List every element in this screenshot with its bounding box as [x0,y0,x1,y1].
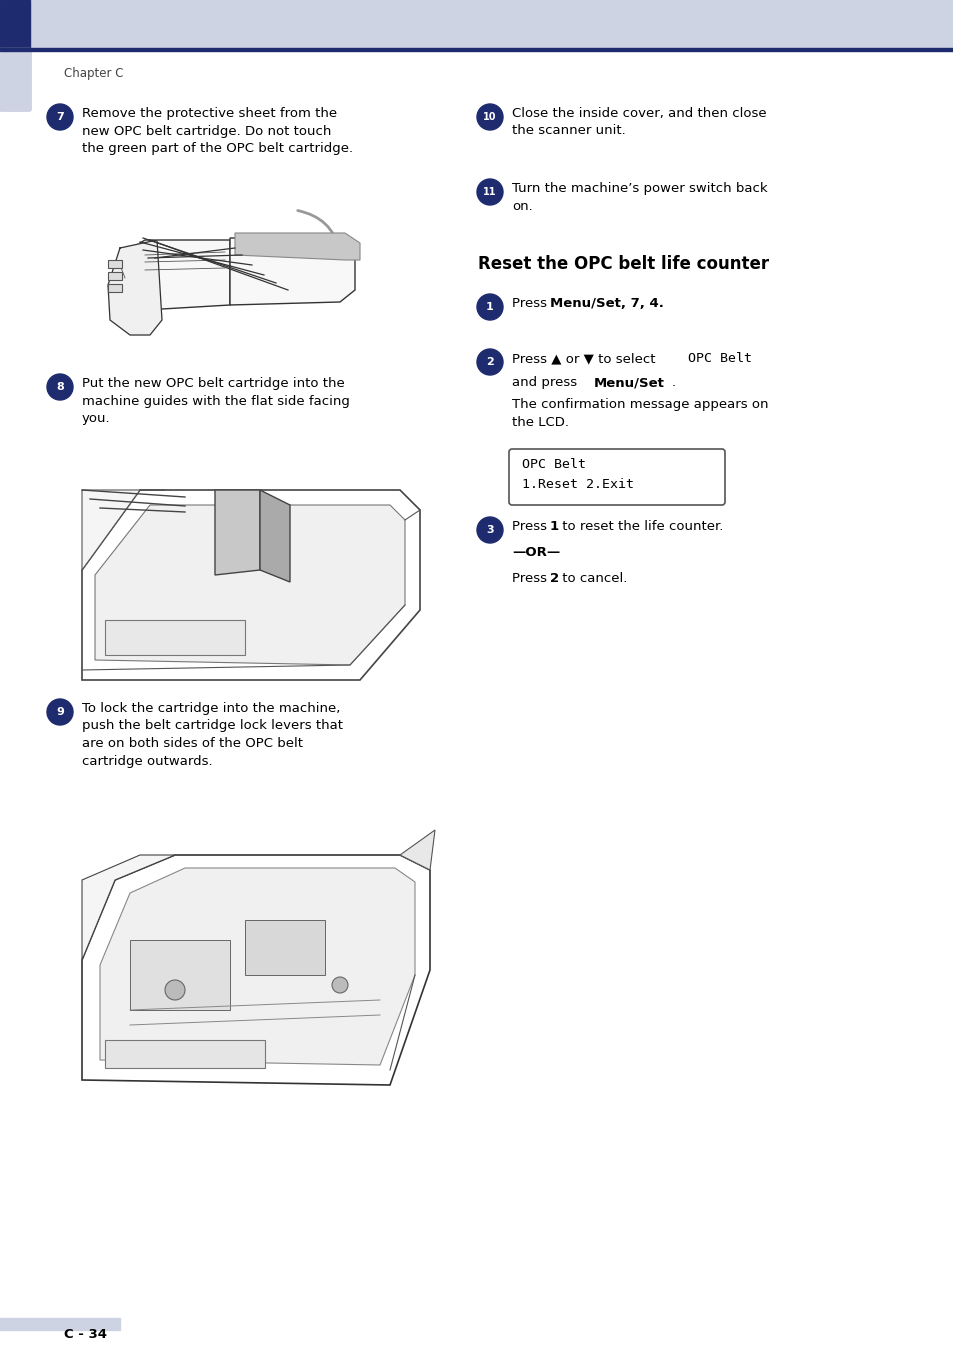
Polygon shape [230,239,355,305]
Circle shape [165,980,185,1000]
Text: to reset the life counter.: to reset the life counter. [558,520,722,532]
Text: 7: 7 [56,112,64,123]
Text: Menu/Set: Menu/Set [594,376,664,390]
Text: 8: 8 [56,381,64,392]
Bar [0,49,30,111]
Bar [0,0,953,49]
Text: Put the new OPC belt cartridge into the
machine guides with the flat side facing: Put the new OPC belt cartridge into the … [82,377,350,425]
Text: Press ▲ or ▼ to select: Press ▲ or ▼ to select [512,352,659,365]
Circle shape [47,104,73,129]
Text: Press: Press [512,297,551,310]
Polygon shape [214,491,260,576]
Text: Press: Press [512,520,551,532]
Bar [105,620,245,655]
Bar [0,49,953,51]
Text: to cancel.: to cancel. [558,572,627,585]
Text: Turn the machine’s power switch back
on.: Turn the machine’s power switch back on. [512,182,767,213]
Text: Chapter C: Chapter C [64,67,123,81]
Polygon shape [82,855,174,960]
Polygon shape [108,240,162,336]
Bar [0,0,30,111]
Circle shape [476,518,502,543]
Bar [130,940,230,1010]
Polygon shape [260,491,290,582]
Text: .: . [671,376,676,390]
Bar [0,1310,953,1348]
Text: 3: 3 [486,524,494,535]
Bar [108,284,122,293]
Circle shape [476,349,502,375]
Text: Menu/Set, 7, 4.: Menu/Set, 7, 4. [550,297,663,310]
Text: 1: 1 [550,520,558,532]
Bar [108,272,122,280]
Polygon shape [174,830,435,869]
FancyBboxPatch shape [509,449,724,506]
Polygon shape [82,855,430,1085]
Text: 10: 10 [483,112,497,123]
Text: OPC Belt: OPC Belt [521,458,585,470]
Circle shape [332,977,348,993]
Circle shape [47,373,73,400]
Text: 2: 2 [550,572,558,585]
Polygon shape [100,868,415,1065]
Polygon shape [95,506,405,665]
Polygon shape [82,491,419,679]
Text: and press: and press [512,376,580,390]
Text: —OR—: —OR— [512,546,559,559]
Circle shape [476,179,502,205]
Polygon shape [234,233,359,260]
Bar [245,919,325,975]
Bar [108,260,122,268]
Circle shape [47,700,73,725]
Text: Reset the OPC belt life counter: Reset the OPC belt life counter [477,255,768,274]
Bar [105,1041,265,1068]
Polygon shape [120,240,230,310]
Text: The confirmation message appears on
the LCD.: The confirmation message appears on the … [512,398,768,429]
Circle shape [476,294,502,319]
Text: C - 34: C - 34 [64,1329,107,1341]
Text: Press: Press [512,572,551,585]
Text: 1.Reset 2.Exit: 1.Reset 2.Exit [521,479,634,491]
Text: 9: 9 [56,706,64,717]
Text: To lock the cartridge into the machine,
push the belt cartridge lock levers that: To lock the cartridge into the machine, … [82,702,343,767]
Text: 1: 1 [486,302,494,311]
Text: OPC Belt: OPC Belt [687,352,751,365]
Circle shape [476,104,502,129]
Polygon shape [82,491,165,570]
Text: Close the inside cover, and then close
the scanner unit.: Close the inside cover, and then close t… [512,106,766,137]
Text: 2: 2 [486,357,494,367]
Bar [0,1318,120,1330]
Text: 11: 11 [483,187,497,197]
Text: Remove the protective sheet from the
new OPC belt cartridge. Do not touch
the gr: Remove the protective sheet from the new… [82,106,353,155]
